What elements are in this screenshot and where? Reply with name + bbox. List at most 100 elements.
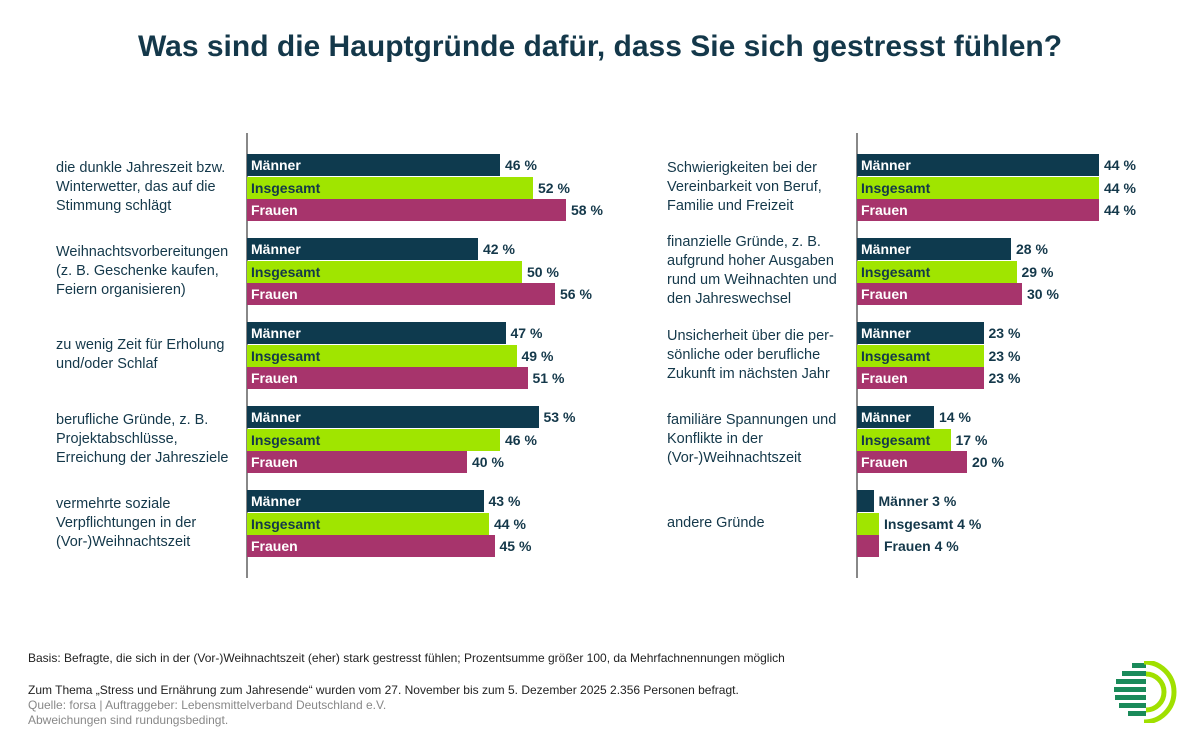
bar-series-label: Insgesamt: [251, 179, 321, 196]
bar-frauen: [857, 535, 879, 557]
data-label: 20 %: [972, 454, 1004, 470]
bar-maenner: Männer: [247, 490, 484, 512]
bar-frauen: Frauen: [247, 451, 467, 473]
data-label: 46 %: [505, 157, 537, 173]
data-label: 14 %: [939, 409, 971, 425]
bar-series-label: Männer: [861, 325, 911, 341]
bar-series-label: Insgesamt: [251, 431, 321, 448]
data-label: 56 %: [560, 286, 592, 302]
data-label: 44 %: [1104, 202, 1136, 218]
right-axis-line: [856, 133, 858, 578]
data-label: Männer 3 %: [878, 493, 957, 509]
bar-frauen: Frauen: [247, 283, 555, 305]
bar-frauen: Frauen: [857, 367, 984, 389]
category-label: vermehrte soziale Verpflichtungen in der…: [56, 495, 197, 550]
bar-series-label: Insgesamt: [251, 263, 321, 280]
bar-maenner: Männer: [247, 406, 539, 428]
bar-maenner: [857, 490, 874, 512]
category-label: finanzielle Gründe, z. B. aufgrund hoher…: [667, 234, 837, 307]
data-label: 47 %: [510, 325, 543, 341]
bar-insgesamt: Insgesamt: [247, 512, 489, 535]
bar-maenner: Männer: [247, 238, 478, 260]
bar-series-label: Frauen: [861, 454, 908, 470]
bar-series-label: Frauen: [251, 538, 298, 554]
data-label: 53 %: [543, 409, 576, 425]
bar-frauen: Frauen: [857, 199, 1099, 221]
category-label: Weihnachtsvorbereitungen (z. B. Geschenk…: [56, 243, 229, 298]
bar-frauen: Frauen: [247, 199, 566, 221]
data-label: 44 %: [494, 515, 526, 532]
data-label: 52 %: [538, 179, 570, 196]
bar-series-label: Männer: [861, 409, 911, 425]
chart-title: Was sind die Hauptgründe dafür, dass Sie…: [137, 30, 1063, 63]
data-label: 43 %: [488, 493, 521, 509]
bar-series-label: Männer: [251, 325, 301, 341]
data-label: 17 %: [955, 431, 988, 448]
data-label: 50 %: [527, 263, 559, 280]
category-label: familiäre Spannungen und Konflikte in de…: [667, 411, 837, 466]
bar-series-label: Frauen: [861, 370, 908, 386]
bar-series-label: Frauen: [251, 370, 298, 386]
bar-insgesamt: [857, 512, 879, 535]
bar-series-label: Insgesamt: [861, 347, 931, 364]
bar-series-label: Männer: [251, 241, 301, 257]
bar-insgesamt: Insgesamt: [247, 344, 517, 367]
footer-basis: Basis: Befragte, die sich in der (Vor-)W…: [28, 651, 785, 665]
bar-series-label: Insgesamt: [251, 347, 321, 364]
data-label: 40 %: [472, 454, 504, 470]
bar-maenner: Männer: [247, 322, 506, 344]
data-label: 23 %: [988, 370, 1021, 386]
bar-insgesamt: Insgesamt: [857, 260, 1017, 283]
bar-insgesamt: Insgesamt: [247, 428, 500, 451]
bar-series-label: Frauen: [861, 286, 908, 302]
data-label: 23 %: [988, 325, 1021, 341]
category-label: berufliche Gründe, z. B. Projektabschlüs…: [56, 411, 229, 466]
category-label: die dunkle Jahreszeit bzw. Winterwetter,…: [56, 159, 226, 214]
bar-series-label: Männer: [251, 409, 301, 425]
category-label: Unsicherheit über die per-sönliche oder …: [667, 327, 834, 382]
bar-series-label: Insgesamt: [861, 179, 931, 196]
data-label: 49 %: [521, 347, 554, 364]
data-label: 42 %: [483, 241, 515, 257]
bar-insgesamt: Insgesamt: [857, 428, 951, 451]
data-label: 51 %: [532, 370, 565, 386]
bar-series-label: Männer: [861, 241, 911, 257]
bar-insgesamt: Insgesamt: [247, 260, 522, 283]
bar-series-label: Frauen: [251, 454, 298, 470]
category-label: Schwierigkeiten bei der Vereinbarkeit vo…: [667, 159, 822, 214]
bar-frauen: Frauen: [857, 283, 1022, 305]
bar-frauen: Frauen: [247, 367, 528, 389]
data-label: 28 %: [1016, 241, 1048, 257]
bar-series-label: Männer: [251, 493, 301, 509]
data-label: 58 %: [571, 202, 603, 218]
bar-maenner: Männer: [247, 154, 500, 176]
bar-series-label: Insgesamt: [861, 263, 931, 280]
left-axis-line: [246, 133, 248, 578]
data-label: 23 %: [988, 347, 1021, 364]
bar-series-label: Insgesamt: [251, 515, 321, 532]
bar-series-label: Männer: [861, 157, 911, 173]
bar-maenner: Männer: [857, 154, 1099, 176]
data-label: 30 %: [1027, 286, 1059, 302]
logo-icon: [1114, 661, 1177, 723]
bar-frauen: Frauen: [857, 451, 967, 473]
data-label: Insgesamt 4 %: [884, 515, 982, 532]
bar-insgesamt: Insgesamt: [857, 344, 984, 367]
bar-insgesamt: Insgesamt: [247, 176, 533, 199]
footer-quelle: Quelle: forsa | Auftraggeber: Lebensmitt…: [28, 698, 387, 712]
bar-maenner: Männer: [857, 406, 934, 428]
data-label: 46 %: [505, 431, 537, 448]
footer-abweichung: Abweichungen sind rundungsbedingt.: [28, 713, 229, 727]
data-label: 44 %: [1104, 157, 1136, 173]
category-label: zu wenig Zeit für Erholung und/oder Schl…: [56, 337, 225, 372]
category-label: andere Gründe: [667, 514, 765, 531]
bar-maenner: Männer: [857, 238, 1011, 260]
bar-series-label: Frauen: [251, 286, 298, 302]
bar-frauen: Frauen: [247, 535, 495, 557]
data-label: Frauen 4 %: [884, 538, 959, 554]
footer-thema: Zum Thema „Stress und Ernährung zum Jahr…: [28, 683, 739, 697]
bar-series-label: Frauen: [251, 202, 298, 218]
data-label: 45 %: [499, 538, 532, 554]
data-label: 44 %: [1104, 179, 1136, 196]
bar-maenner: Männer: [857, 322, 984, 344]
